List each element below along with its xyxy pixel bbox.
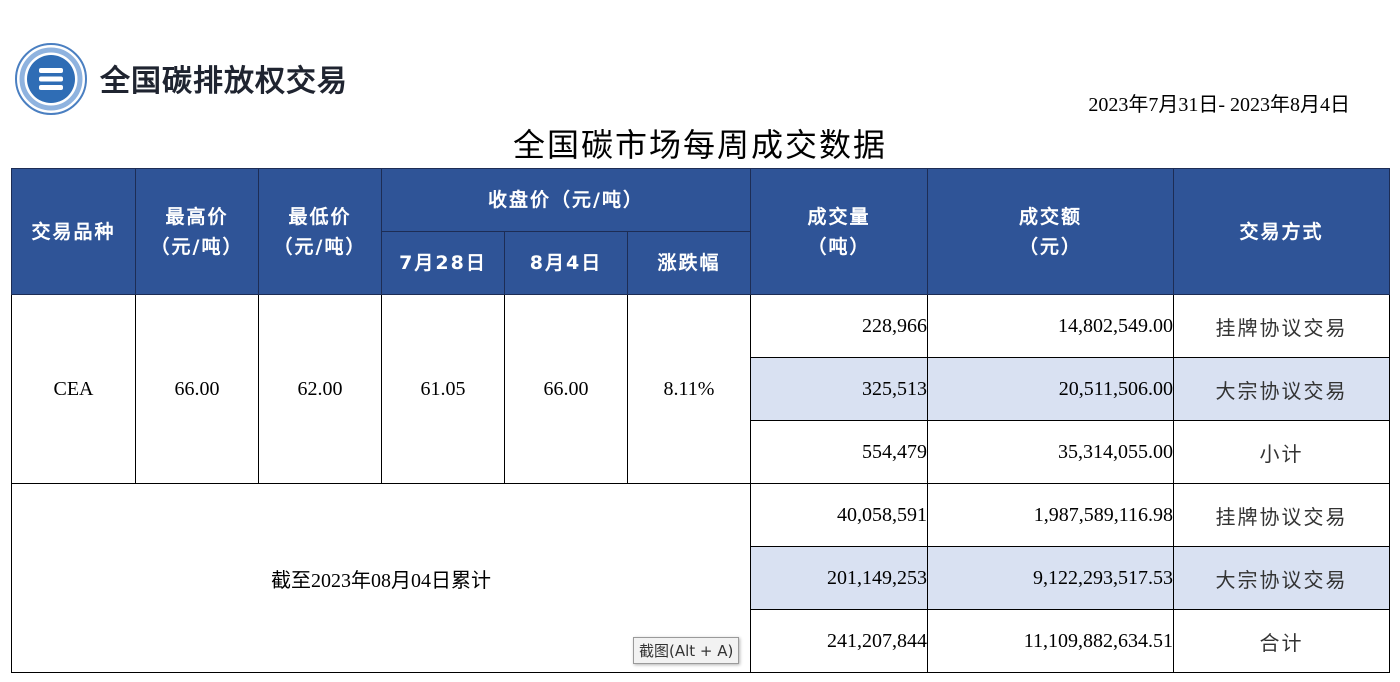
volume-cell: 241,207,844 xyxy=(750,609,929,673)
high-price-cell: 66.00 xyxy=(135,294,259,484)
screenshot-tooltip: 截图(Alt + A) xyxy=(633,637,740,664)
page-title: 全国碳市场每周成交数据 xyxy=(512,126,887,164)
header-low-price: 最低价 （元/吨） xyxy=(258,168,382,295)
method-cell: 大宗协议交易 xyxy=(1173,357,1391,421)
header-volume: 成交量 （吨） xyxy=(750,168,929,295)
method-cell: 小计 xyxy=(1173,420,1391,484)
table-row: 554,479 35,314,055.00 小计 xyxy=(12,420,1391,484)
change-cell: 8.11% xyxy=(626,294,752,484)
method-cell: 挂牌协议交易 xyxy=(1173,294,1391,358)
volume-cell: 228,966 xyxy=(750,294,929,358)
volume-cell: 554,479 xyxy=(750,420,929,484)
header-product: 交易品种 xyxy=(11,168,136,295)
header-amount: 成交额 （元） xyxy=(927,168,1175,295)
product-cell: CEA xyxy=(11,294,136,484)
method-cell: 大宗协议交易 xyxy=(1173,546,1391,610)
table-row: 241,207,844 11,109,882,634.51 合计 xyxy=(12,609,1391,673)
method-cell: 合计 xyxy=(1173,609,1391,673)
header-close-prev: 7月28日 xyxy=(381,231,505,295)
method-cell: 挂牌协议交易 xyxy=(1173,483,1391,547)
volume-cell: 40,058,591 xyxy=(750,483,929,547)
cumulative-label: 截至2023年08月04日累计 xyxy=(10,483,752,673)
carbon-exchange-logo-icon xyxy=(15,43,87,115)
header-method: 交易方式 xyxy=(1173,168,1391,295)
table-row: 201,149,253 9,122,293,517.53 大宗协议交易 xyxy=(12,546,1391,610)
logo-text: 全国碳排放权交易 xyxy=(100,64,348,99)
table-row: 截至2023年08月04日累计 40,058,591 1,987,589,116… xyxy=(10,483,1391,673)
amount-cell: 9,122,293,517.53 xyxy=(927,546,1175,610)
close-prev-cell: 61.05 xyxy=(381,294,505,484)
amount-cell: 11,109,882,634.51 xyxy=(927,609,1175,673)
header-high-price: 最高价 （元/吨） xyxy=(135,168,259,295)
weekly-trading-table: 交易品种 最高价 （元/吨） 最低价 （元/吨） 收盘价（元/吨） 成交量 （吨） 成… xyxy=(10,168,1391,673)
header-change: 涨跌幅 xyxy=(626,231,752,295)
table-row: CEA 66.00 62.00 61.05 66.00 8.11% 228,96… xyxy=(11,294,1391,484)
close-curr-cell: 66.00 xyxy=(504,294,628,484)
low-price-cell: 62.00 xyxy=(258,294,382,484)
amount-cell: 35,314,055.00 xyxy=(927,420,1175,484)
volume-cell: 201,149,253 xyxy=(750,546,929,610)
header-close-curr: 8月4日 xyxy=(504,231,628,295)
amount-cell: 1,987,589,116.98 xyxy=(927,483,1175,547)
volume-cell: 325,513 xyxy=(750,357,929,421)
date-range: 2023年7月31日- 2023年8月4日 xyxy=(1088,94,1350,116)
header-close-price: 收盘价（元/吨） xyxy=(380,168,752,232)
amount-cell: 14,802,549.00 xyxy=(927,294,1175,358)
amount-cell: 20,511,506.00 xyxy=(927,357,1175,421)
table-row: 325,513 20,511,506.00 大宗协议交易 xyxy=(12,357,1391,421)
